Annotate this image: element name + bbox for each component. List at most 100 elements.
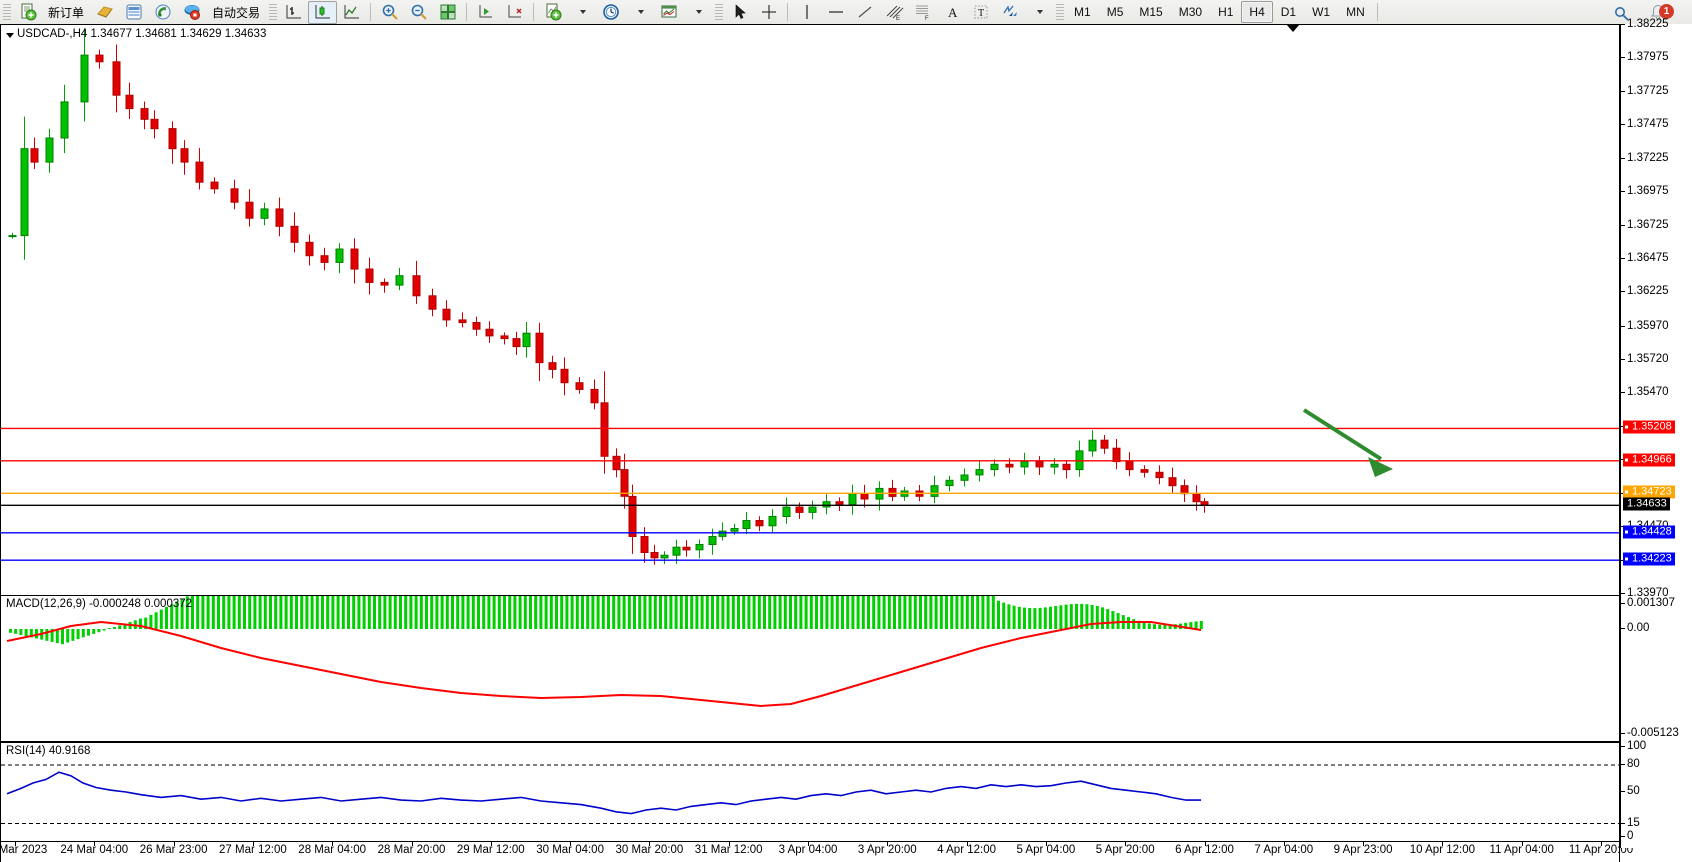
time-tick <box>252 842 254 846</box>
price-axis-label: 1.36975 <box>1627 185 1669 198</box>
timeframe-d1-button[interactable]: D1 <box>1280 5 1297 19</box>
market-watch-button[interactable] <box>119 1 148 24</box>
arrow-annotation[interactable] <box>1 25 1619 594</box>
rsi-tick <box>1621 746 1625 747</box>
price-level-tag-support[interactable]: 1.34223 <box>1623 552 1675 566</box>
data-window-button[interactable] <box>148 1 177 24</box>
search-button[interactable] <box>1607 2 1636 25</box>
time-axis-label: 6 Apr 12:00 <box>1175 844 1234 856</box>
notification-badge: 1 <box>1659 4 1674 19</box>
time-axis-label: 31 Mar 12:00 <box>694 844 763 856</box>
candlestick-chart-button[interactable] <box>308 0 338 24</box>
indicators-menu-button[interactable] <box>538 1 567 24</box>
macd-tick <box>1621 733 1625 734</box>
templates-menu-button[interactable] <box>654 1 683 24</box>
price-axis[interactable]: 1.38225 1.37975 1.37725 1.37475 1.37225 1.369… <box>1620 18 1692 848</box>
notifications-button[interactable]: 1 <box>1648 2 1678 22</box>
vertical-line-tool-button[interactable] <box>792 1 821 24</box>
auto-trading-button[interactable] <box>177 1 206 24</box>
tile-windows-button[interactable] <box>433 1 462 24</box>
price-axis-label: 1.36475 <box>1627 252 1669 265</box>
macd-label: MACD(12,26,9) -0.000248 0.000372 <box>6 598 193 610</box>
channel-icon: E <box>886 5 903 21</box>
price-level-tag-resistance[interactable]: 1.35208 <box>1623 420 1675 434</box>
timeframe-m15-button[interactable]: M15 <box>1139 5 1163 19</box>
chevron-down-icon <box>580 10 587 14</box>
timeframe-h1-button[interactable]: H1 <box>1218 5 1234 19</box>
horizontal-line-tool-button[interactable] <box>821 1 850 24</box>
price-level-tag-support[interactable]: 1.34428 <box>1623 525 1675 539</box>
price-level-tag-current-price[interactable]: 1.34633 <box>1623 497 1670 511</box>
auto-trading-label[interactable]: 自动交易 <box>212 5 261 20</box>
toolbar-grip-1[interactable] <box>3 3 11 21</box>
price-level-handle[interactable] <box>1623 423 1630 431</box>
equidistant-channel-button[interactable]: E <box>879 1 908 24</box>
arrows-menu-caret[interactable] <box>1024 1 1053 24</box>
text-tool-button[interactable]: A <box>937 1 966 24</box>
indicators-menu-caret[interactable] <box>567 1 596 24</box>
price-tick <box>1621 325 1625 327</box>
price-level-handle[interactable] <box>1623 488 1630 496</box>
price-axis-label: 1.35970 <box>1627 319 1669 332</box>
text-label-tool-button[interactable]: T <box>966 1 995 24</box>
new-order-label[interactable]: 新订单 <box>48 5 85 20</box>
zoom-out-button[interactable] <box>404 1 433 24</box>
arrows-menu-button[interactable] <box>995 1 1024 24</box>
template-icon <box>661 5 677 18</box>
timeframe-h4-button[interactable]: H4 <box>1241 1 1273 23</box>
timeframe-m1-button[interactable]: M1 <box>1074 5 1091 19</box>
rsi-axis-label: 80 <box>1627 758 1640 770</box>
price-pane[interactable]: USDCAD-,H4 1.34677 1.34681 1.34629 1.346… <box>0 24 1620 595</box>
line-chart-button[interactable] <box>337 1 366 24</box>
price-level-handle[interactable] <box>1623 456 1630 464</box>
new-order-button[interactable] <box>13 1 42 24</box>
chart-shift-button[interactable] <box>500 1 529 24</box>
toolbar-grip-4[interactable] <box>1056 3 1065 21</box>
insert-indicator-button[interactable] <box>90 1 119 24</box>
time-tick <box>649 842 651 846</box>
timeframe-m30-button[interactable]: M30 <box>1178 5 1203 19</box>
rsi-axis-label: 0 <box>1627 830 1634 842</box>
period-menu-caret[interactable] <box>625 1 654 24</box>
time-axis-label: 9 Apr 23:00 <box>1333 844 1393 856</box>
toolbar-grip-3[interactable] <box>715 3 724 21</box>
tile-windows-icon <box>440 4 456 20</box>
time-tick <box>1521 842 1523 846</box>
timeframe-w1-button[interactable]: W1 <box>1312 5 1331 19</box>
zoom-in-button[interactable] <box>375 1 404 24</box>
price-level-handle[interactable] <box>1623 528 1630 536</box>
price-tick <box>1621 258 1625 260</box>
macd-pane[interactable]: MACD(12,26,9) -0.000248 0.000372 <box>0 595 1620 742</box>
vertical-line-icon <box>805 5 808 19</box>
period-menu-button[interactable] <box>596 1 625 24</box>
chart-area[interactable]: USDCAD-,H4 1.34677 1.34681 1.34629 1.346… <box>0 18 1692 862</box>
chart-shift-marker[interactable] <box>1286 24 1300 32</box>
crosshair-icon <box>761 5 776 19</box>
time-axis-label: 11 Apr 04:00 <box>1489 844 1554 856</box>
templates-menu-caret[interactable] <box>683 1 712 24</box>
time-tick <box>966 842 968 846</box>
new-order-icon <box>21 3 36 21</box>
price-tick <box>1621 593 1625 594</box>
symbol-collapse-icon[interactable] <box>6 33 14 38</box>
trendline-tool-button[interactable] <box>850 1 879 24</box>
rsi-axis-label: 15 <box>1627 816 1640 829</box>
cursor-tool-button[interactable] <box>725 1 754 24</box>
price-level-tag-resistance[interactable]: 1.34966 <box>1623 453 1675 467</box>
price-axis-label: 1.37975 <box>1627 51 1669 64</box>
price-level-tag-pivot[interactable]: 1.34723 <box>1623 485 1675 499</box>
rsi-pane[interactable]: RSI(14) 40.9168 <box>0 742 1620 842</box>
bar-chart-button[interactable] <box>279 1 308 24</box>
svg-text:T: T <box>978 8 984 19</box>
timeframe-m5-button[interactable]: M5 <box>1106 5 1124 19</box>
toolbar-grip-2[interactable] <box>269 3 278 21</box>
clock-icon <box>602 4 619 20</box>
price-level-handle[interactable] <box>1623 555 1630 563</box>
timeframe-mn-button[interactable]: MN <box>1346 5 1365 19</box>
fibonacci-tool-button[interactable]: F <box>908 1 937 24</box>
time-axis-label: 28 Mar 04:00 <box>298 844 367 856</box>
time-axis[interactable]: 23 Mar 2023 24 Mar 04:00 26 Mar 23:00 27 Ma… <box>0 842 1633 862</box>
auto-scroll-button[interactable] <box>471 1 500 24</box>
price-axis-label: 1.35470 <box>1627 386 1669 399</box>
crosshair-tool-button[interactable] <box>754 1 783 24</box>
